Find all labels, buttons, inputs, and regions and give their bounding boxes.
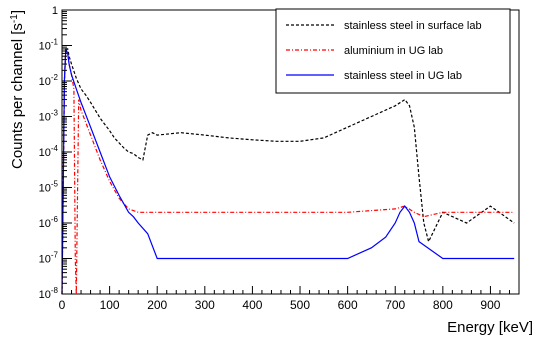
x-tick-label: 900	[480, 298, 500, 312]
y-tick-label: 10-5	[39, 180, 59, 195]
legend-box	[275, 8, 511, 94]
y-axis-label-text: Counts per channel [s	[9, 23, 26, 169]
y-tick-label: 10-1	[39, 38, 59, 53]
x-tick-label: 500	[290, 298, 310, 312]
legend-label-1: stainless steel in surface lab	[344, 20, 482, 32]
y-tick-base: 10	[39, 218, 51, 230]
y-tick-exp: -1	[51, 38, 59, 47]
x-tick-label: 100	[100, 298, 120, 312]
y-tick-exp: -8	[51, 286, 59, 295]
y-tick-base: 10	[39, 183, 51, 195]
y-tick-exp: -6	[51, 215, 59, 224]
series-layer	[61, 48, 515, 295]
x-axis-label: Energy [keV]	[447, 319, 533, 336]
y-axis-label-end: ]	[9, 10, 26, 14]
x-tick-label: 400	[242, 298, 262, 312]
axes-layer: 0 100 200 300 400 500 600 700 800 90010-810-710-6…	[39, 5, 510, 312]
y-tick-exp: -2	[51, 73, 59, 82]
y-tick-base: 10	[39, 76, 51, 88]
y-tick-exp: -7	[51, 251, 59, 260]
y-tick-base: 10	[39, 112, 51, 124]
y-tick-base: 10	[39, 254, 51, 266]
y-tick-exp: -5	[51, 180, 59, 189]
y-tick-label: 10-3	[39, 109, 59, 124]
series-line-1	[61, 48, 515, 295]
y-tick-base: 1	[52, 5, 58, 17]
x-tick-label: 700	[385, 298, 405, 312]
y-tick-label: 10-4	[39, 144, 59, 159]
legend-label-2: aluminium in UG lab	[344, 45, 443, 57]
y-tick-exp: -4	[51, 144, 59, 153]
y-tick-exp: -3	[51, 109, 59, 118]
x-tick-label: 300	[195, 298, 215, 312]
y-tick-label: 10-7	[39, 251, 59, 266]
x-tick-label: 800	[433, 298, 453, 312]
legend: stainless steel in surface lab aluminium …	[275, 8, 511, 94]
y-tick-base: 10	[39, 289, 51, 301]
y-tick-label: 10-8	[39, 286, 59, 301]
x-tick-label: 0	[59, 298, 66, 312]
series-line-3	[61, 48, 515, 295]
y-tick-label: 10-6	[39, 215, 59, 230]
x-tick-label: 200	[147, 298, 167, 312]
legend-label-3: stainless steel in UG lab	[344, 70, 462, 82]
y-tick-label: 1	[52, 5, 58, 17]
y-tick-base: 10	[39, 41, 51, 53]
y-tick-base: 10	[39, 147, 51, 159]
y-axis-label-exp: -1	[9, 14, 20, 23]
y-axis-label: Counts per channel [s-1]	[9, 10, 27, 169]
x-tick-label: 600	[338, 298, 358, 312]
y-tick-label: 10-2	[39, 73, 59, 88]
